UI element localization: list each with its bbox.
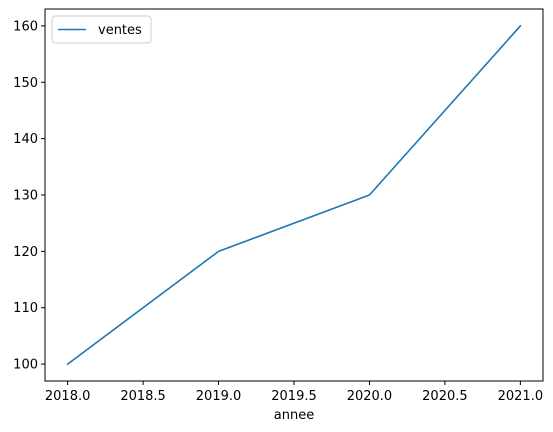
x-axis-label: annee: [274, 408, 314, 423]
series-line-ventes: [66, 24, 522, 366]
y-tick-label: 120: [13, 245, 38, 260]
y-tick-label: 160: [13, 19, 38, 34]
x-tick-label: 2020.5: [422, 389, 468, 404]
y-tick-label: 100: [13, 358, 38, 373]
legend-entry-label: ventes: [98, 23, 142, 38]
y-tick-label: 110: [13, 301, 38, 316]
legend-box: [51, 15, 152, 44]
x-tick-label: 2018.5: [120, 389, 166, 404]
x-tick-label: 2019.5: [271, 389, 317, 404]
x-tick-label: 2018.0: [45, 389, 91, 404]
y-tick-label: 150: [13, 76, 38, 91]
y-axis-ticks: 100 110 120 130 140 150 160: [13, 19, 45, 373]
x-tick-label: 2021.0: [498, 389, 544, 404]
y-tick-label: 140: [13, 132, 38, 147]
x-axis-ticks: 2018.0 2018.5 2019.0 2019.5 2020.0 2020.5 2021…: [45, 381, 543, 404]
x-tick-label: 2019.0: [196, 389, 242, 404]
legend: ventes: [51, 15, 152, 44]
y-tick-label: 130: [13, 189, 38, 204]
x-tick-label: 2020.0: [347, 389, 393, 404]
series-layer: [66, 24, 522, 366]
